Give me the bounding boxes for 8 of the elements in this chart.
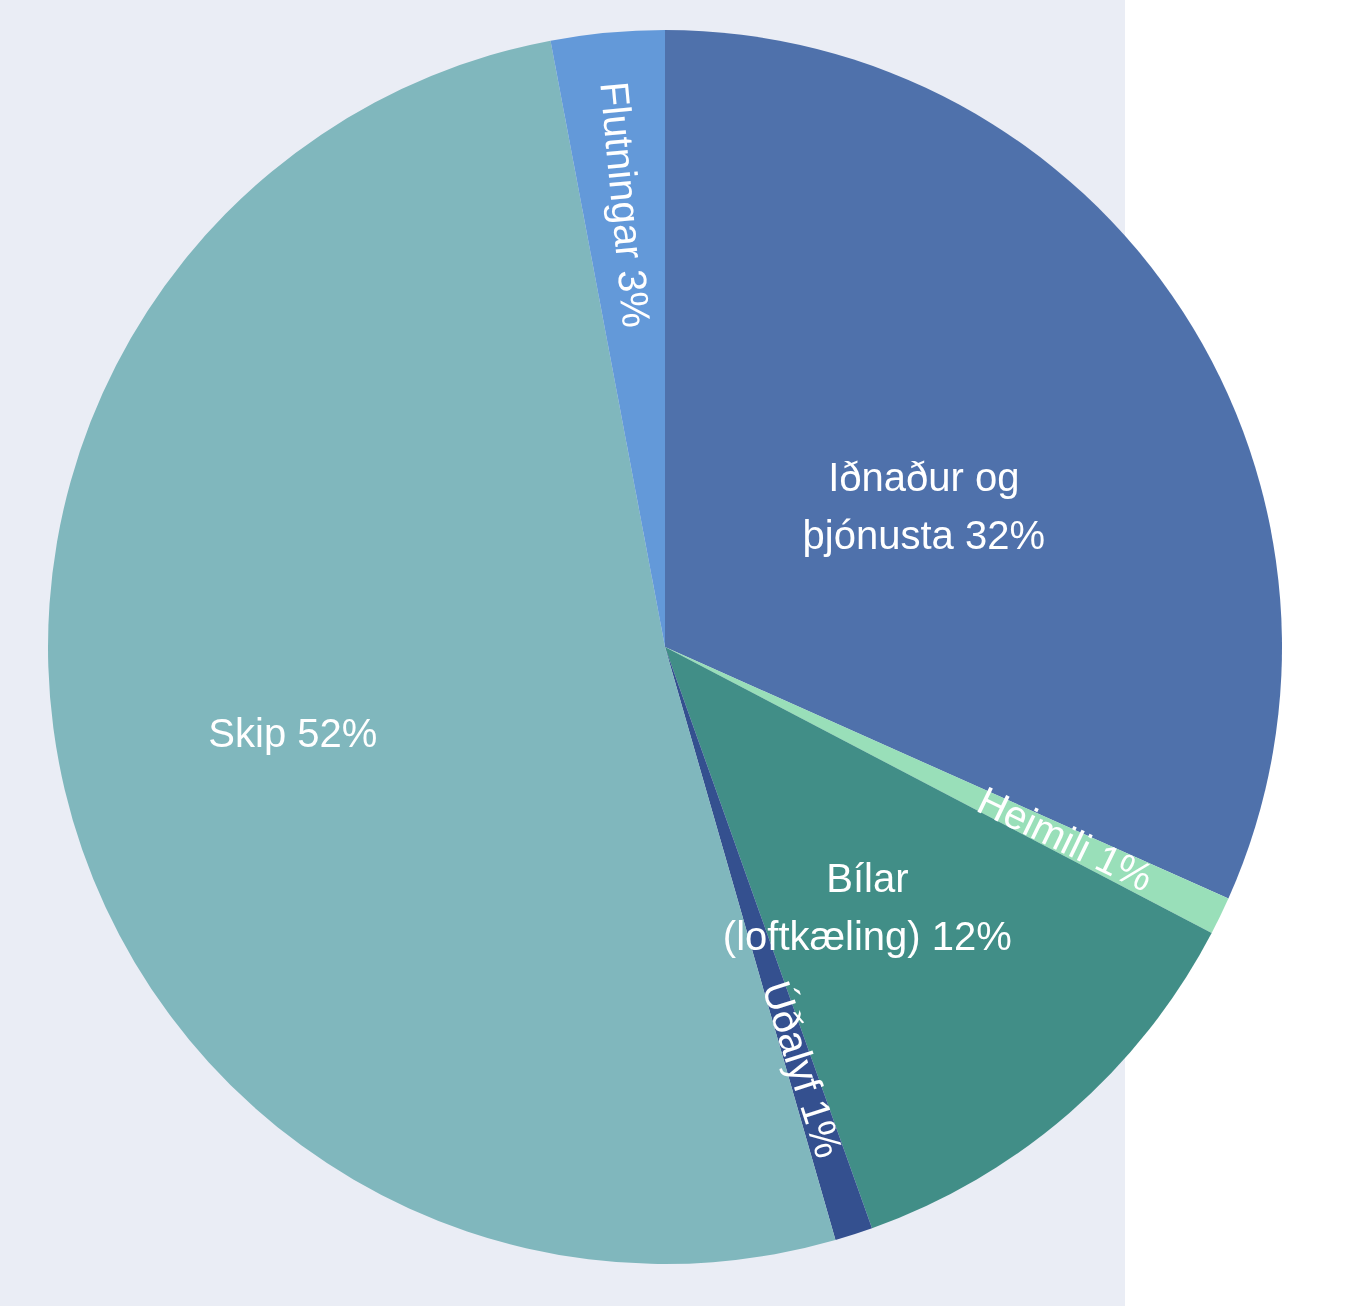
slice-label: Bílar (loftkæling) 12% [722,855,1012,958]
pie-slice [550,30,665,647]
slice-label: Skip 52% [208,711,378,756]
pie-slice [665,30,1282,899]
slice-label: Iðnaður og þjónusta 32% [802,455,1046,558]
slice-label: Flutningar 3% [592,79,659,330]
slice-label: Úðalyf 1% [754,975,852,1163]
pie-slice [665,647,1212,1229]
